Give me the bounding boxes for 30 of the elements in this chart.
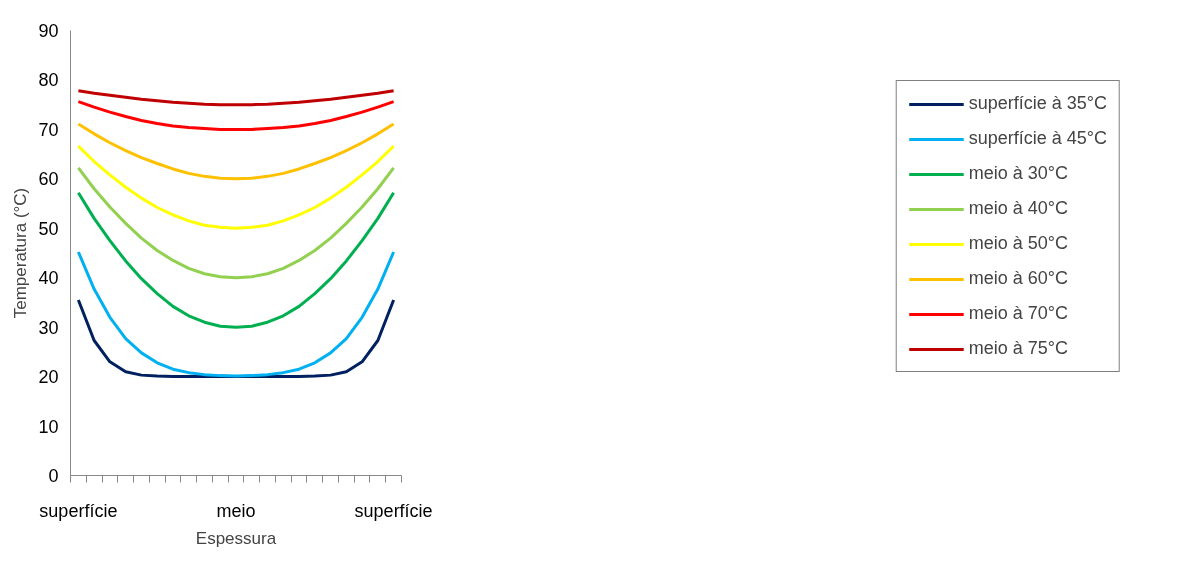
y-tick-label: 0 [48, 466, 59, 486]
y-tick-label: 10 [38, 416, 59, 437]
legend-label: meio à 70°C [968, 303, 1068, 324]
line-series [76, 144, 396, 230]
y-axis-title: Temperatura (°C) [11, 187, 31, 319]
legend-label: superfície à 45°C [968, 128, 1107, 149]
y-tick-label: 90 [38, 21, 59, 41]
y-tick-label: 50 [38, 218, 59, 239]
x-tick-label: meio [216, 500, 256, 521]
line-series [76, 191, 396, 329]
y-tick-label: 80 [38, 70, 59, 91]
x-tick-label: superfície [354, 500, 433, 521]
line-series [76, 100, 396, 131]
legend-label: superfície à 35°C [968, 93, 1107, 114]
y-tick-label: 70 [38, 119, 59, 140]
x-axis-title: Espessura [195, 528, 277, 548]
y-tick-label: 40 [38, 268, 59, 289]
legend-label: meio à 40°C [968, 198, 1068, 219]
legend-label: meio à 50°C [968, 233, 1068, 254]
y-tick-label: 60 [38, 169, 59, 190]
y-tick-label: 20 [38, 367, 59, 388]
legend-label: meio à 30°C [968, 163, 1068, 184]
legend-label: meio à 75°C [968, 338, 1068, 359]
legend-label: meio à 60°C [968, 268, 1068, 289]
line-series [76, 89, 396, 107]
line-series [76, 122, 396, 181]
line-series [76, 166, 396, 280]
y-tick-label: 30 [38, 317, 59, 338]
x-tick-label: superfície [39, 500, 118, 521]
line-series [76, 250, 396, 378]
